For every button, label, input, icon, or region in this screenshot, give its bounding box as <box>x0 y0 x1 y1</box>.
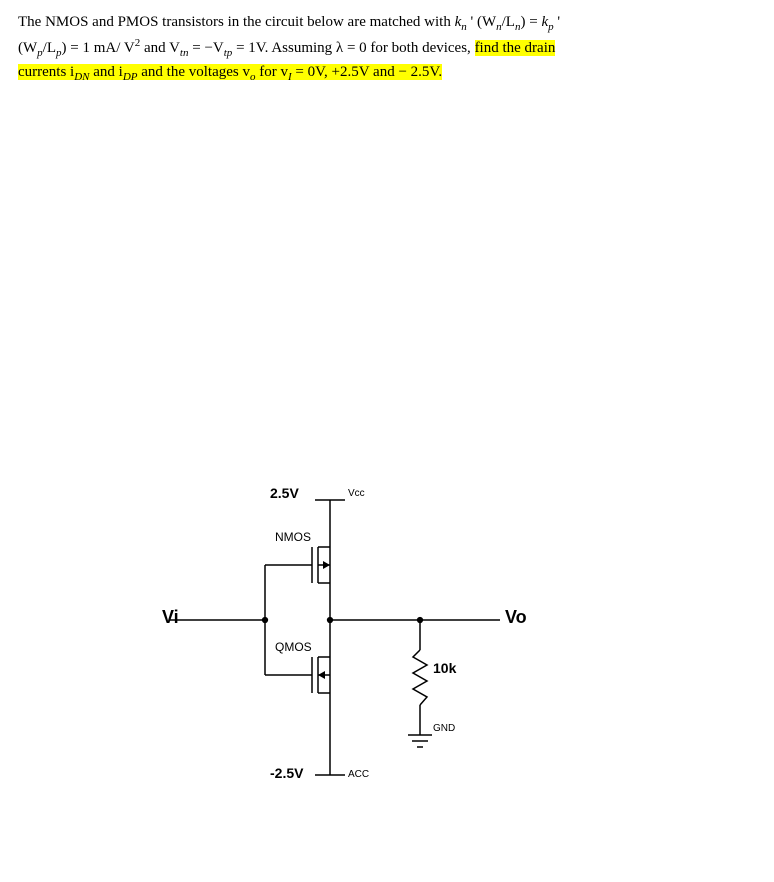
vcc-value: 2.5V <box>270 485 299 501</box>
resistor-value: 10k <box>433 660 456 676</box>
text: /L <box>43 40 56 56</box>
text: and i <box>90 64 123 80</box>
text: ) = 1 mA/ V <box>62 40 135 56</box>
neg-rail-value: -2.5V <box>270 765 303 781</box>
circuit-svg <box>170 475 600 855</box>
text: /L <box>502 14 515 30</box>
text: and the voltages v <box>138 64 250 80</box>
text: currents i <box>18 64 74 80</box>
text: ' <box>467 14 477 30</box>
text: = 1V. Assuming λ = 0 for both devices, <box>232 40 474 56</box>
text: ) = <box>520 14 541 30</box>
text: ' <box>554 14 560 30</box>
acc-label: ACC <box>348 769 369 780</box>
vo-label: Vo <box>505 607 527 628</box>
text: The NMOS and PMOS transistors in the cir… <box>18 14 455 30</box>
text: and V <box>140 40 180 56</box>
vcc-label: Vcc <box>348 488 365 499</box>
text: (W <box>477 14 496 30</box>
text: for v <box>256 64 289 80</box>
sub: DP <box>123 71 138 83</box>
text: = −V <box>188 40 223 56</box>
highlight: find the drain <box>475 40 556 56</box>
problem-statement: The NMOS and PMOS transistors in the cir… <box>18 12 756 86</box>
qmos-label: QMOS <box>275 640 312 654</box>
gnd-label: GND <box>433 723 455 734</box>
vi-label: Vi <box>162 607 179 628</box>
circuit-diagram: 2.5V Vcc NMOS QMOS Vi Vo 10k GND -2.5V A… <box>170 475 600 855</box>
text: = 0V, +2.5V and − 2.5V. <box>292 64 442 80</box>
sub: DN <box>74 71 89 83</box>
nmos-label: NMOS <box>275 530 311 544</box>
text: (W <box>18 40 37 56</box>
highlight-line3: currents iDN and iDP and the voltages vo… <box>18 64 442 80</box>
